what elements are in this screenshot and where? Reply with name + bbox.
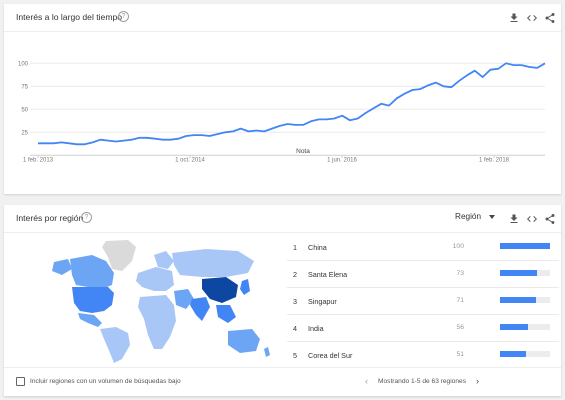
region-selector-label: Región bbox=[455, 212, 481, 221]
series-line bbox=[38, 62, 546, 146]
interest-over-time-card: Interés a lo largo del tiempo ? 100 75 5… bbox=[4, 4, 561, 194]
region-bar-track bbox=[500, 324, 550, 330]
y-tick-label: 75 bbox=[21, 84, 28, 90]
map-region-greenland[interactable] bbox=[102, 240, 136, 271]
region-name[interactable]: Singapur bbox=[308, 297, 337, 306]
map-region-south-america[interactable] bbox=[100, 327, 130, 363]
region-row[interactable]: 1 China 100 bbox=[287, 234, 559, 261]
y-tick-label: 50 bbox=[21, 107, 28, 113]
map-region-australia[interactable] bbox=[228, 329, 260, 353]
map-region-china[interactable] bbox=[202, 277, 238, 303]
region-bar-track bbox=[500, 270, 550, 276]
region-rank: 2 bbox=[293, 270, 297, 279]
region-bar bbox=[500, 324, 528, 330]
region-value: 73 bbox=[456, 270, 464, 277]
chevron-left-icon[interactable]: ‹ bbox=[365, 376, 369, 386]
y-tick-label: 100 bbox=[18, 61, 29, 67]
region-rank: 5 bbox=[293, 351, 297, 360]
region-value: 100 bbox=[452, 243, 464, 250]
region-row[interactable]: 3 Singapur 71 bbox=[287, 288, 559, 315]
map-region-europe[interactable] bbox=[136, 267, 174, 291]
download-icon[interactable] bbox=[508, 12, 520, 24]
embed-icon[interactable] bbox=[526, 213, 538, 225]
region-row[interactable]: 5 Corea del Sur 51 bbox=[287, 342, 559, 369]
region-footer: Incluir regiones con un volumen de búsqu… bbox=[4, 367, 561, 396]
x-ticks: 1 feb. 2013 1 oct. 2014 1 jun. 2016 1 fe… bbox=[23, 155, 510, 164]
interest-over-time-title: Interés a lo largo del tiempo bbox=[16, 12, 123, 22]
share-icon[interactable] bbox=[544, 213, 556, 225]
region-bar-track bbox=[500, 297, 550, 303]
region-row[interactable]: 4 India 56 bbox=[287, 315, 559, 342]
y-tick-labels: 100 75 50 25 bbox=[18, 61, 29, 136]
low-volume-checkbox-label[interactable]: Incluir regiones con un volumen de búsqu… bbox=[30, 378, 181, 385]
region-name[interactable]: Santa Elena bbox=[308, 270, 348, 279]
map-region-africa[interactable] bbox=[138, 295, 176, 349]
chevron-right-icon[interactable]: › bbox=[476, 376, 479, 386]
region-row[interactable]: 2 Santa Elena 73 bbox=[287, 261, 559, 288]
map-region-russia[interactable] bbox=[172, 249, 254, 277]
region-bar bbox=[500, 243, 550, 249]
region-value: 71 bbox=[456, 297, 464, 304]
interest-line-chart: 100 75 50 25 1 feb. 2013 1 oct. 2014 1 j… bbox=[18, 61, 546, 164]
map-region-middle-east[interactable] bbox=[174, 289, 194, 309]
x-tick-label: 1 feb. 2018 bbox=[479, 158, 510, 164]
help-icon[interactable]: ? bbox=[81, 212, 92, 223]
region-rank: 4 bbox=[293, 324, 297, 333]
region-rank: 3 bbox=[293, 297, 297, 306]
map-region-india[interactable] bbox=[190, 297, 210, 321]
region-value: 51 bbox=[456, 351, 464, 358]
region-ranking-list: 1 China 100 2 Santa Elena 73 3 Singapur … bbox=[287, 234, 559, 369]
x-tick-label: 1 oct. 2014 bbox=[175, 158, 205, 164]
region-value: 56 bbox=[456, 324, 464, 331]
gridlines bbox=[30, 62, 545, 156]
region-bar bbox=[500, 297, 536, 303]
note-label[interactable]: Nota bbox=[296, 148, 310, 155]
region-bar bbox=[500, 270, 537, 276]
map-region-alaska[interactable] bbox=[52, 259, 72, 275]
share-icon[interactable] bbox=[544, 12, 556, 24]
map-region-southeast-asia[interactable] bbox=[216, 305, 236, 323]
interest-by-region-header: Interés por región ? Región bbox=[4, 205, 561, 233]
y-tick-label: 25 bbox=[21, 130, 28, 136]
map-region-mexico[interactable] bbox=[78, 313, 102, 327]
region-name[interactable]: India bbox=[308, 324, 324, 333]
help-icon[interactable]: ? bbox=[118, 11, 129, 22]
region-name[interactable]: China bbox=[308, 243, 327, 252]
interest-by-region-card: Interés por región ? Región bbox=[4, 205, 561, 396]
region-selector[interactable]: Región bbox=[455, 212, 495, 221]
download-icon[interactable] bbox=[508, 213, 520, 225]
map-region-japan-korea[interactable] bbox=[240, 279, 250, 295]
region-rank: 1 bbox=[293, 243, 297, 252]
region-bar-track bbox=[500, 351, 550, 357]
x-tick-label: 1 jun. 2016 bbox=[327, 158, 357, 164]
embed-icon[interactable] bbox=[526, 12, 538, 24]
low-volume-checkbox[interactable] bbox=[16, 377, 25, 386]
map-region-new-zealand[interactable] bbox=[264, 347, 270, 357]
map-region-canada[interactable] bbox=[70, 255, 114, 289]
region-name[interactable]: Corea del Sur bbox=[308, 351, 353, 360]
x-tick-label: 1 feb. 2013 bbox=[23, 158, 54, 164]
pagination-label: Mostrando 1-5 de 63 regiones bbox=[378, 378, 466, 385]
map-region-usa[interactable] bbox=[72, 287, 114, 313]
pagination: ‹ Mostrando 1-5 de 63 regiones › bbox=[365, 377, 479, 386]
caret-down-icon bbox=[489, 214, 495, 219]
interest-over-time-header: Interés a lo largo del tiempo ? bbox=[4, 4, 561, 32]
region-bar bbox=[500, 351, 526, 357]
interest-by-region-title: Interés por región bbox=[16, 213, 84, 223]
region-bar-track bbox=[500, 243, 550, 249]
map-region-scandinavia[interactable] bbox=[154, 251, 174, 269]
note-marker[interactable]: Nota bbox=[296, 148, 310, 155]
world-map[interactable] bbox=[16, 239, 274, 363]
